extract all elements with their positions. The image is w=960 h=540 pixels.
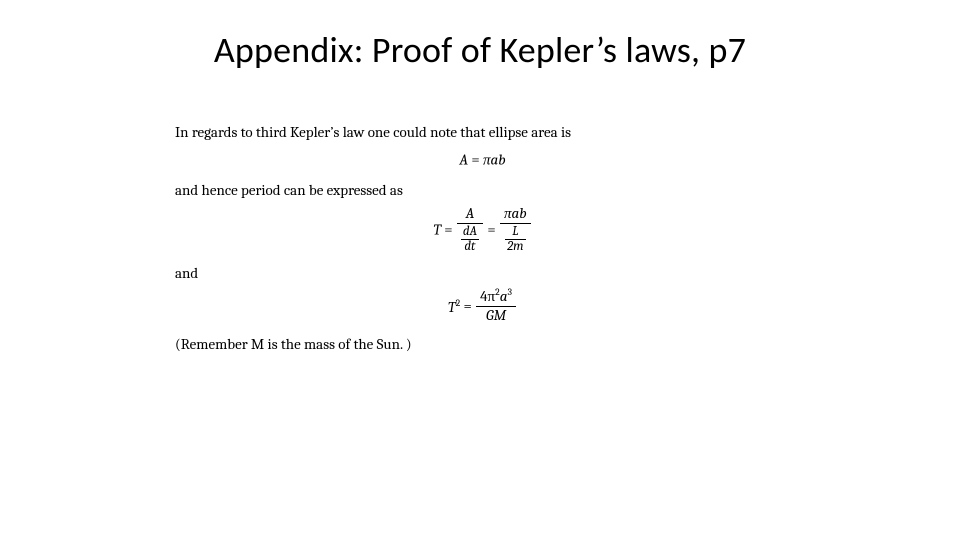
- eq2-lhs: T: [433, 221, 441, 239]
- eq2-frac1-den: dA dt: [457, 224, 483, 253]
- eq2-frac1-inner: dA dt: [461, 225, 479, 253]
- slide: Appendix: Proof of Kepler’s laws, p7 In …: [0, 0, 960, 540]
- equals-sign: =: [487, 221, 499, 239]
- paragraph-1: In regards to third Kepler’s law one cou…: [175, 122, 790, 142]
- eq2-frac2-den: L 2m: [500, 224, 531, 253]
- eq3-frac: 4π2a3 GM: [476, 289, 516, 324]
- paragraph-3: and: [175, 263, 790, 283]
- eq3-num-exp2: 3: [507, 287, 512, 298]
- eq2-frac2-inner: L 2m: [505, 225, 525, 253]
- eq3-lhs: T2: [448, 298, 464, 316]
- eq2-frac1-den-num: dA: [461, 225, 479, 240]
- equation-3: T2 = 4π2a3 GM: [175, 289, 790, 324]
- equation-1: A = πab: [175, 148, 790, 170]
- eq2-frac2-den-den: 2m: [505, 240, 525, 254]
- equals-sign: =: [471, 151, 483, 169]
- eq2-frac2-num: πab: [500, 206, 531, 224]
- eq2-frac2: πab L 2m: [500, 206, 531, 253]
- eq2-frac1-num: A: [457, 206, 483, 224]
- equals-sign: =: [444, 221, 456, 239]
- paragraph-4: (Remember M is the mass of the Sun. ): [175, 334, 790, 354]
- eq2-frac1: A dA dt: [457, 206, 483, 253]
- equals-sign: =: [464, 298, 476, 316]
- equation-2: T = A dA dt = πab L 2m: [175, 206, 790, 253]
- eq2-frac1-den-den: dt: [461, 240, 479, 254]
- eq3-num-1: 4π: [480, 287, 495, 305]
- body-block: In regards to third Kepler’s law one cou…: [175, 122, 790, 354]
- eq1-rhs: πab: [483, 151, 506, 169]
- slide-title: Appendix: Proof of Kepler’s laws, p7: [60, 28, 900, 72]
- eq2-frac2-den-num: L: [505, 225, 525, 240]
- eq3-num: 4π2a3: [476, 289, 516, 307]
- eq3-lhs-base: T: [448, 298, 456, 316]
- paragraph-2: and hence period can be expressed as: [175, 180, 790, 200]
- eq3-den: GM: [476, 307, 516, 324]
- eq3-lhs-exp: 2: [456, 298, 461, 309]
- eq1-lhs: A: [459, 151, 468, 169]
